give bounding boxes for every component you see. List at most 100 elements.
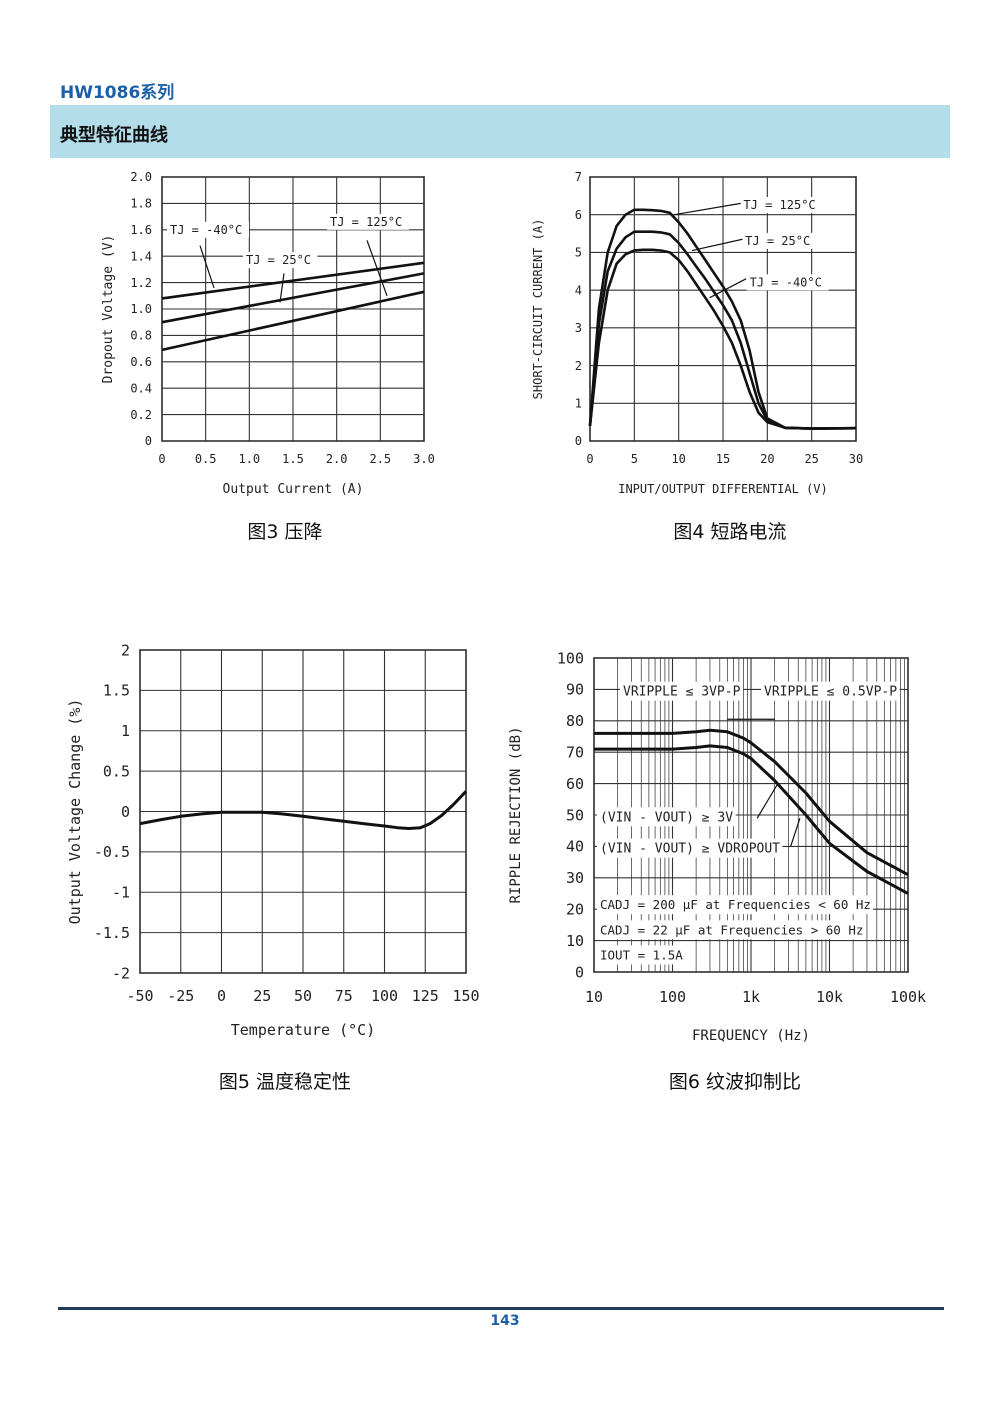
x-tick-label: 0 [217, 987, 226, 1005]
section-title: 典型特征曲线 [60, 125, 168, 146]
annotation-cond-dropout: (VIN - VOUT) ≥ VDROPOUT [600, 842, 780, 857]
y-tick-label: 5 [575, 246, 582, 260]
series-line-1 [594, 728, 909, 877]
y-tick-label: 100 [557, 649, 584, 667]
chart-fig5-temperature: -50 -25 0 25 50 75 100 125 150 -2 -1.5 -1 -0.5 0 0.5 1 1… [50, 635, 500, 1055]
annotation-tj-25: TJ = 25°C [745, 234, 810, 248]
y-tick-label: 3 [575, 321, 582, 335]
y-tick-label: 1.6 [130, 223, 152, 237]
annotation-bg [243, 252, 318, 269]
y-tick-label: 30 [566, 869, 584, 887]
annotation-arrow [366, 240, 388, 297]
y-tick-label: 0.4 [130, 381, 152, 395]
y-tick-label: 0 [575, 963, 584, 981]
y-tick-label: 0.6 [130, 355, 152, 369]
series-line-3 [588, 248, 857, 430]
annotation-arrow [790, 817, 801, 847]
annotation-tj-125: TJ = 125°C [743, 198, 815, 212]
x-tick-label: 0 [158, 452, 165, 466]
annotation-bg [740, 197, 823, 214]
annotation-bg [597, 838, 783, 858]
x-tick-label: 150 [452, 987, 479, 1005]
annotation-bg [597, 920, 866, 940]
annotation-tj-25: TJ = 25°C [246, 253, 311, 267]
annotation-arrow [199, 245, 215, 289]
series-line-1 [161, 261, 425, 300]
x-tick-label: 1k [742, 988, 760, 1006]
y-tick-label: -1.5 [94, 924, 130, 942]
x-axis-label: INPUT/OUTPUT DIFFERENTIAL (V) [618, 482, 828, 496]
y-tick-label: 10 [566, 932, 584, 950]
x-tick-label: 1.0 [238, 452, 260, 466]
y-tick-label: 6 [575, 208, 582, 222]
y-tick-label: 1.5 [103, 682, 130, 700]
series-line-1 [139, 790, 468, 830]
x-tick-label: 25 [804, 452, 818, 466]
annotation-bg [597, 807, 736, 827]
footer-divider [58, 1307, 944, 1310]
series-line-2 [588, 230, 857, 430]
x-tick-label: 75 [335, 987, 353, 1005]
y-tick-label: 40 [566, 838, 584, 856]
annotation-bg [327, 213, 409, 230]
series-line-3 [161, 290, 425, 352]
x-tick-label: 0.5 [195, 452, 217, 466]
y-tick-label: 4 [575, 283, 582, 297]
section-header-bar: 典型特征曲线 [50, 105, 950, 158]
annotation-bg [597, 895, 873, 915]
x-tick-label: 125 [412, 987, 439, 1005]
annotation-bg [597, 945, 686, 965]
annotation-arrow [674, 202, 741, 216]
x-axis-label: Temperature (°C) [231, 1021, 376, 1039]
x-axis-label: Output Current (A) [223, 482, 364, 497]
x-tick-label: 25 [253, 987, 271, 1005]
annotation-bg [167, 221, 249, 238]
x-tick-label: 30 [849, 452, 863, 466]
y-axis-label: RIPPLE REJECTION (dB) [508, 726, 524, 903]
y-axis-label: Output Voltage Change (%) [66, 699, 84, 925]
series-line-2 [594, 744, 909, 895]
y-tick-label: 80 [566, 712, 584, 730]
chart-fig6-svg: 10 100 1k 10k 100k0102030405060708090100FREQ… [508, 649, 926, 1044]
x-tick-label: 2.5 [369, 452, 391, 466]
caption-fig6: 图6 纹波抑制比 [668, 1071, 802, 1093]
annotation-arrow [756, 783, 779, 819]
chart-fig3-dropout: 0 0.5 1.0 1.5 2.0 2.5 3.0 0 0.2 0.4 0.6 0.8 1.0 1.2 1.… [90, 165, 450, 505]
caption-fig4: 图4 短路电流 [673, 521, 787, 543]
annotation-bg [761, 681, 900, 701]
y-tick-label: 0 [575, 434, 582, 448]
y-tick-label: 1.2 [130, 276, 152, 290]
annotation-bg [746, 274, 829, 291]
caption-fig5: 图5 温度稳定性 [218, 1071, 352, 1093]
chart-fig6-ripple: 10 100 1k 10k 100k 0 10 20 30 40 50 60 70 80 90 100 FREQ… [500, 640, 940, 1055]
chart-fig5-svg: -50 -25 0 25 50 75 100 125 150 -2 -1.5 -1 -0.5 0 0.5 1 1… [66, 641, 480, 1039]
chart-fig4-svg: 0 5 10 15 20 25 30 0 1 2 3 4 5 6 7 INPUT/OUTPUT DIFFERE… [531, 170, 863, 496]
annotation-arrow [279, 273, 285, 303]
x-tick-label: 50 [294, 987, 312, 1005]
y-tick-label: 0.8 [130, 329, 152, 343]
annotation-arrow [691, 238, 743, 252]
x-tick-label: 100k [890, 988, 926, 1006]
annotation-ripple-right: VRIPPLE ≤ 0.5VP-P [764, 685, 897, 700]
x-tick-label: 20 [760, 452, 774, 466]
y-tick-label: 2 [575, 359, 582, 373]
x-tick-label: -50 [126, 987, 153, 1005]
y-tick-label: 7 [575, 170, 582, 184]
y-tick-label: 50 [566, 806, 584, 824]
x-tick-label: 10 [671, 452, 685, 466]
x-tick-label: 1.5 [282, 452, 304, 466]
y-tick-label: -1 [112, 884, 130, 902]
annotation-cond-3v: (VIN - VOUT) ≥ 3V [600, 810, 733, 825]
caption-fig3: 图3 压降 [247, 521, 323, 543]
y-tick-label: -0.5 [94, 843, 130, 861]
y-tick-label: 1.0 [130, 302, 152, 316]
annotation-tj-125: TJ = 125°C [330, 215, 402, 229]
annotation-bg [742, 232, 817, 249]
y-tick-label: 0.2 [130, 408, 152, 422]
x-tick-label: 3.0 [413, 452, 435, 466]
y-tick-label: 0 [121, 803, 130, 821]
x-axis-label: FREQUENCY (Hz) [692, 1028, 810, 1044]
x-tick-label: 100 [371, 987, 398, 1005]
x-tick-label: -25 [167, 987, 194, 1005]
annotation-cadj-22: CADJ = 22 µF at Frequencies > 60 Hz [600, 922, 863, 937]
